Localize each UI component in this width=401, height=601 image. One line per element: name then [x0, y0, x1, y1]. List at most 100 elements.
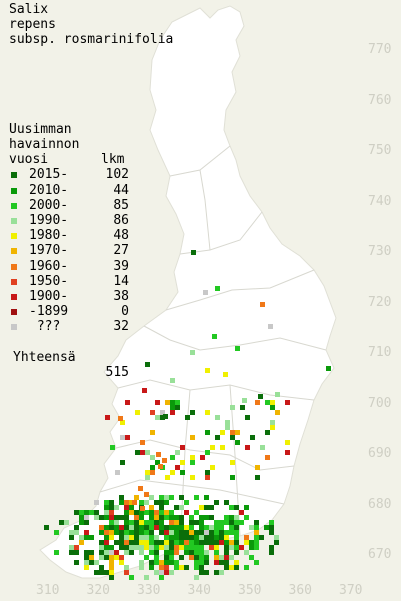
observation-square — [114, 550, 119, 555]
observation-square — [184, 530, 189, 535]
observation-square — [159, 545, 164, 550]
y-tick-label: 730 — [368, 244, 392, 259]
observation-square — [129, 540, 134, 545]
observation-square — [184, 550, 189, 555]
observation-square — [219, 525, 224, 530]
observation-square — [119, 555, 124, 560]
observation-square — [164, 550, 169, 555]
observation-square — [225, 420, 230, 425]
observation-square — [169, 570, 174, 575]
observation-square — [134, 495, 139, 500]
observation-square — [149, 560, 154, 565]
legend-row-count: 44 — [113, 182, 129, 198]
observation-square — [145, 362, 150, 367]
observation-square — [214, 545, 219, 550]
observation-square — [239, 545, 244, 550]
observation-square — [139, 525, 144, 530]
observation-square — [159, 560, 164, 565]
observation-square — [224, 550, 229, 555]
observation-square — [249, 555, 254, 560]
observation-square — [204, 495, 209, 500]
observation-square — [129, 500, 134, 505]
observation-square — [104, 525, 109, 530]
observation-square — [194, 565, 199, 570]
observation-square — [99, 525, 104, 530]
observation-square — [163, 414, 168, 419]
legend-row-count: 0 — [121, 304, 129, 320]
observation-square — [234, 530, 239, 535]
observation-square — [124, 550, 129, 555]
observation-square — [205, 410, 210, 415]
observation-square — [164, 565, 169, 570]
observation-square — [203, 290, 208, 295]
observation-square — [139, 500, 144, 505]
observation-square — [204, 535, 209, 540]
observation-square — [154, 515, 159, 520]
observation-square — [69, 545, 74, 550]
observation-square — [199, 550, 204, 555]
observation-square — [205, 470, 210, 475]
observation-square — [204, 570, 209, 575]
observation-square — [129, 530, 134, 535]
observation-square — [84, 560, 89, 565]
observation-square — [154, 525, 159, 530]
observation-square — [129, 575, 134, 580]
observation-square — [199, 565, 204, 570]
observation-square — [199, 525, 204, 530]
observation-square — [214, 535, 219, 540]
observation-square — [164, 510, 169, 515]
observation-square — [189, 550, 194, 555]
observation-square — [109, 565, 114, 570]
observation-square — [109, 505, 114, 510]
observation-square — [254, 530, 259, 535]
observation-square — [234, 525, 239, 530]
observation-square — [175, 405, 180, 410]
observation-square — [139, 535, 144, 540]
observation-square — [174, 540, 179, 545]
observation-square — [124, 565, 129, 570]
observation-square — [119, 495, 124, 500]
observation-square — [138, 486, 143, 491]
observation-square — [159, 495, 164, 500]
observation-square — [204, 540, 209, 545]
observation-square — [149, 520, 154, 525]
y-tick-label: 770 — [368, 42, 392, 57]
observation-square — [194, 545, 199, 550]
observation-square — [109, 560, 114, 565]
observation-square — [149, 505, 154, 510]
observation-square — [200, 455, 205, 460]
observation-square — [114, 530, 119, 535]
observation-square — [120, 420, 125, 425]
observation-square — [155, 415, 160, 420]
observation-square — [214, 570, 219, 575]
observation-square — [230, 475, 235, 480]
observation-square — [255, 400, 260, 405]
observation-square — [230, 460, 235, 465]
observation-square — [120, 435, 125, 440]
observation-square — [244, 565, 249, 570]
observation-square — [159, 540, 164, 545]
observation-square — [264, 525, 269, 530]
observation-square — [184, 565, 189, 570]
legend-swatch — [11, 263, 17, 270]
observation-square — [104, 515, 109, 520]
observation-square — [159, 530, 164, 535]
species-title: Salix repens subsp. rosmarinifolia — [9, 2, 173, 47]
observation-square — [224, 500, 229, 505]
observation-square — [54, 550, 59, 555]
observation-square — [214, 525, 219, 530]
observation-square — [142, 388, 147, 393]
observation-square — [244, 505, 249, 510]
observation-square — [229, 520, 234, 525]
observation-square — [109, 530, 114, 535]
observation-square — [209, 525, 214, 530]
observation-square — [59, 520, 64, 525]
observation-square — [174, 515, 179, 520]
observation-square — [214, 500, 219, 505]
legend-rows: 2015- 102 2010- 44 2000- 85 1990- 86 1980- 48 1970… — [9, 167, 129, 334]
observation-square — [223, 372, 228, 377]
legend-row-count: 85 — [113, 197, 129, 213]
observation-square — [235, 440, 240, 445]
observation-square — [154, 550, 159, 555]
observation-square — [254, 540, 259, 545]
